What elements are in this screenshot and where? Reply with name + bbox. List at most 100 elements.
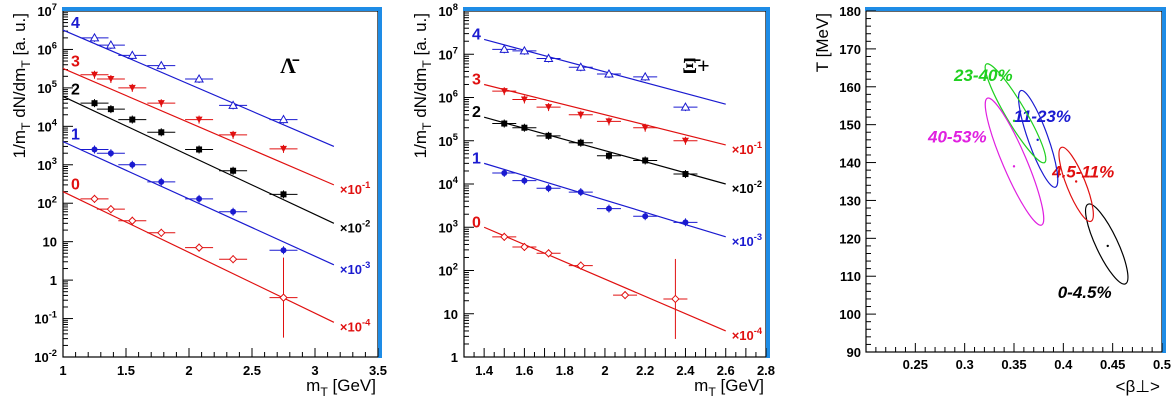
series-label: 2: [472, 104, 481, 121]
lambda-bar-spectra-panel: 1 1.5 2 2.5 3 3.510-210-111010210310410510610…: [10, 2, 387, 399]
data-point: [521, 124, 528, 131]
series-label: 4: [71, 15, 80, 32]
data-point: [520, 96, 528, 103]
x-axis-label: <β⊥>: [1116, 377, 1161, 396]
data-point: [604, 68, 614, 78]
x-tick-label: 2.8: [757, 363, 775, 378]
y-tick-label: 180: [839, 4, 861, 19]
y-axis-label: 1/mT dN/dmT [a. u.]: [10, 13, 33, 158]
fit-line: [483, 83, 726, 146]
scale-factor-label: ×10-2: [732, 179, 762, 196]
y-tick-label: 108: [438, 2, 458, 19]
y-tick-label: 100: [839, 307, 861, 322]
data-point: [680, 102, 691, 111]
y-tick-label: 1: [50, 273, 57, 288]
data-point: [196, 146, 203, 153]
y-tick-label: 102: [37, 194, 57, 211]
data-point: [545, 104, 553, 111]
data-point: [280, 191, 287, 198]
y-tick-label: 160: [839, 80, 861, 95]
data-point: [91, 100, 98, 107]
contour-40-53%: 40-53%: [927, 97, 1045, 226]
series-0: 0 ×10-4: [62, 177, 371, 338]
data-point: [195, 116, 203, 124]
data-point: [279, 293, 288, 302]
fit-line: [62, 141, 335, 266]
data-point: [91, 146, 98, 153]
data-point: [107, 76, 115, 83]
data-point: [576, 261, 585, 270]
data-point: [501, 120, 508, 127]
fit-line: [62, 95, 335, 224]
data-point: [682, 171, 689, 178]
fit-center-point: [1106, 244, 1109, 248]
y-tick-label: 105: [438, 132, 458, 149]
data-point: [642, 213, 649, 220]
data-point: [545, 132, 552, 139]
data-point: [577, 111, 585, 119]
x-tick-label: 2: [601, 363, 608, 378]
x-tick-label: 2.2: [636, 363, 654, 378]
series-label: 0: [472, 214, 481, 231]
data-point: [500, 88, 508, 95]
frame-top-edge: [865, 7, 1166, 11]
series-2: 2 ×10-2: [62, 81, 370, 235]
data-point: [620, 290, 630, 300]
data-point: [577, 189, 584, 196]
data-point: [501, 169, 508, 176]
data-point: [157, 100, 165, 107]
y-tick-label: 90: [847, 345, 861, 360]
series-4: 4: [472, 26, 726, 112]
data-point: [500, 232, 509, 242]
data-point: [605, 118, 613, 125]
y-tick-label: 104: [37, 117, 57, 134]
data-point: [641, 124, 649, 132]
x-tick-label: 1.5: [117, 363, 135, 378]
series-1: 1 ×10-3: [62, 127, 370, 277]
x-tick-label: 2.4: [676, 363, 695, 378]
contour-4.5-11%: 4.5-11%: [1051, 146, 1114, 223]
fit-center-point: [1074, 180, 1078, 183]
y-tick-label: 103: [37, 156, 57, 173]
y-tick-label: 106: [438, 89, 458, 106]
series-2: 2 ×10-2: [472, 104, 762, 196]
particle-label: Λ̄: [280, 53, 300, 78]
data-point: [671, 294, 680, 304]
plot-frame: [865, 10, 1163, 353]
y-axis-label: T [MeV]: [813, 13, 832, 72]
frame-right-edge: [1162, 8, 1166, 353]
y-tick-label: 10: [444, 307, 458, 322]
y-tick-label: 1: [451, 350, 458, 365]
data-point: [642, 157, 649, 164]
data-point: [129, 161, 136, 168]
data-point: [682, 219, 689, 226]
data-point: [681, 137, 689, 145]
contour-0-4.5%: 0-4.5%: [1058, 203, 1129, 302]
data-point: [228, 100, 238, 109]
x-tick-label: 2: [185, 363, 192, 378]
data-point: [230, 208, 237, 215]
frame-top-edge: [463, 7, 770, 11]
data-point: [107, 150, 114, 157]
x-axis-label: mT [GeV]: [694, 376, 764, 399]
centrality-label: 4.5-11%: [1051, 163, 1114, 182]
series-4: 4: [62, 15, 335, 147]
data-point: [156, 60, 167, 70]
x-tick-label: 0.5: [1153, 357, 1171, 372]
contour-ellipse: [1017, 89, 1059, 188]
data-point: [128, 216, 137, 225]
y-tick-label: 107: [438, 45, 458, 62]
plot-frame: [62, 10, 379, 358]
data-point: [158, 178, 165, 185]
centrality-label: 0-4.5%: [1058, 283, 1112, 302]
series-label: 3: [71, 53, 80, 70]
contour-ellipse: [1084, 203, 1129, 285]
scale-factor-label: ×10-1: [340, 180, 370, 197]
series-label: 0: [71, 177, 80, 194]
plot-frame: [463, 10, 767, 358]
data-point: [90, 194, 99, 204]
series-3: 3 ×10-1: [472, 71, 762, 156]
series-label: 1: [472, 150, 481, 167]
y-tick-label: 105: [37, 79, 57, 96]
fit-line: [62, 67, 335, 186]
